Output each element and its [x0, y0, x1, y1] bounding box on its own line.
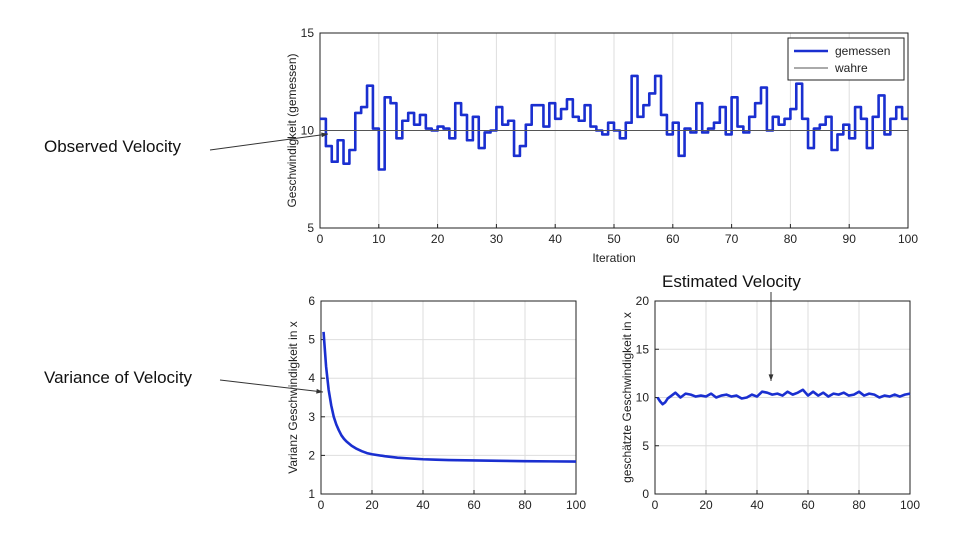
x-tick-label: 20: [365, 498, 379, 512]
x-tick-label: 100: [898, 232, 918, 246]
legend-box: [787, 37, 905, 81]
legend-label: gemessen: [835, 44, 890, 58]
annotation-variance-of-velocity: Variance of Velocity: [44, 368, 193, 387]
x-tick-label: 0: [652, 498, 659, 512]
arrow-estimated-velocity: [768, 292, 774, 381]
legend-label: wahre: [834, 61, 868, 75]
legend: gemessen wahre: [787, 37, 905, 81]
x-tick-label: 20: [699, 498, 713, 512]
x-tick-label: 20: [431, 232, 445, 246]
chart-variance: 0 20 40 60 80 100 1 2 3 4 5 6 Varianz Geschwindigkei…: [286, 294, 586, 512]
arrow-shaft: [219, 379, 324, 393]
y-tick-label: 15: [636, 342, 650, 356]
x-tick-label: 80: [518, 498, 532, 512]
y-tick-label: 10: [636, 391, 650, 405]
x-tick-label: 80: [852, 498, 866, 512]
arrow-head: [321, 132, 328, 138]
annotation-observed-velocity: Observed Velocity: [44, 137, 182, 156]
chart-top: 0 10 20 30 40 50 60 70 80 90 100 5 10 15 Iteration Gesc…: [285, 26, 918, 265]
x-tick-label: 90: [843, 232, 857, 246]
x-axis-label: Iteration: [592, 251, 635, 265]
y-tick-label: 10: [301, 124, 315, 138]
x-tick-label: 100: [900, 498, 920, 512]
series-line-gesch-tzt: [656, 388, 911, 406]
x-tick-label: 40: [549, 232, 563, 246]
arrow-shaft: [209, 133, 329, 151]
y-axis-label: Geschwindigkeit (gemessen): [285, 53, 299, 207]
annotation-estimated-velocity: Estimated Velocity: [662, 272, 801, 291]
y-tick-label: 15: [301, 26, 315, 40]
y-axis-label: geschätzte Geschwindigkeit in x: [620, 312, 634, 483]
arrow-variance-of-velocity: [219, 379, 324, 394]
arrow-head: [768, 374, 774, 381]
y-tick-label: 3: [308, 410, 315, 424]
x-tick-label: 40: [416, 498, 430, 512]
y-tick-label: 2: [308, 448, 315, 462]
y-tick-label: 5: [308, 333, 315, 347]
x-tick-label: 0: [317, 232, 324, 246]
y-tick-label: 0: [642, 487, 649, 501]
y-axis-label: Varianz Geschwindigkeit in x: [286, 321, 300, 474]
x-tick-label: 80: [784, 232, 798, 246]
x-tick-label: 60: [801, 498, 815, 512]
y-tick-label: 4: [308, 371, 315, 385]
x-tick-label: 40: [750, 498, 764, 512]
x-tick-label: 60: [467, 498, 481, 512]
x-tick-label: 100: [566, 498, 586, 512]
y-tick-label: 20: [636, 294, 650, 308]
y-tick-label: 5: [307, 221, 314, 235]
plot-frame: [320, 300, 577, 495]
series-line-varianz: [322, 331, 577, 463]
x-tick-label: 0: [318, 498, 325, 512]
x-tick-label: 50: [607, 232, 621, 246]
x-tick-label: 10: [372, 232, 386, 246]
y-tick-label: 6: [308, 294, 315, 308]
y-tick-label: 5: [642, 439, 649, 453]
x-tick-label: 70: [725, 232, 739, 246]
x-tick-label: 30: [490, 232, 504, 246]
arrow-head: [316, 388, 323, 394]
arrow-observed-velocity: [209, 132, 329, 151]
x-tick-label: 60: [666, 232, 680, 246]
y-tick-label: 1: [308, 487, 315, 501]
